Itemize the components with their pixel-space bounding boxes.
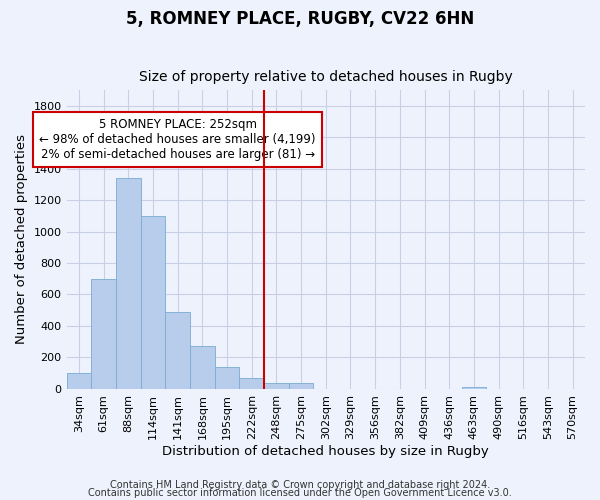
Bar (165, 312, 190, 389)
Bar (67, 373, 91, 389)
Text: 5, ROMNEY PLACE, RUGBY, CV22 6HN: 5, ROMNEY PLACE, RUGBY, CV22 6HN (126, 10, 474, 28)
Text: Contains HM Land Registry data © Crown copyright and database right 2024.: Contains HM Land Registry data © Crown c… (110, 480, 490, 490)
Title: Size of property relative to detached houses in Rugby: Size of property relative to detached ho… (139, 70, 512, 85)
X-axis label: Distribution of detached houses by size in Rugby: Distribution of detached houses by size … (163, 444, 489, 458)
Bar (140, 216, 165, 389)
Bar (239, 378, 264, 389)
Bar (91, 279, 116, 389)
Text: Contains public sector information licensed under the Open Government Licence v3: Contains public sector information licen… (88, 488, 512, 498)
Text: 5 ROMNEY PLACE: 252sqm
← 98% of detached houses are smaller (4,199)
2% of semi-d: 5 ROMNEY PLACE: 252sqm ← 98% of detached… (40, 118, 316, 161)
Bar (215, 367, 239, 389)
Bar (461, 386, 486, 389)
Bar (289, 384, 313, 389)
Y-axis label: Number of detached properties: Number of detached properties (15, 134, 28, 344)
Bar (264, 384, 289, 389)
Bar (116, 178, 140, 389)
Bar (190, 346, 215, 389)
